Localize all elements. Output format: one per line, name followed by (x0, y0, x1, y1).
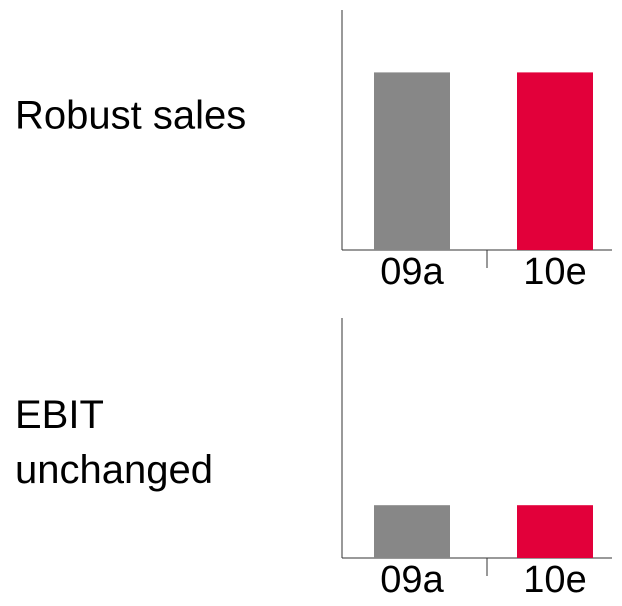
bar (374, 72, 450, 251)
panel-title: EBIT (15, 393, 104, 437)
bar (517, 72, 593, 251)
bar (517, 505, 593, 558)
x-tick-label: 09a (380, 251, 444, 293)
x-tick-label: 09a (380, 559, 444, 601)
panel-title: Robust sales (15, 94, 246, 138)
panel-title: unchanged (15, 448, 213, 492)
x-tick-label: 10e (523, 251, 586, 293)
x-tick-label: 10e (523, 559, 586, 601)
bar (374, 505, 450, 558)
